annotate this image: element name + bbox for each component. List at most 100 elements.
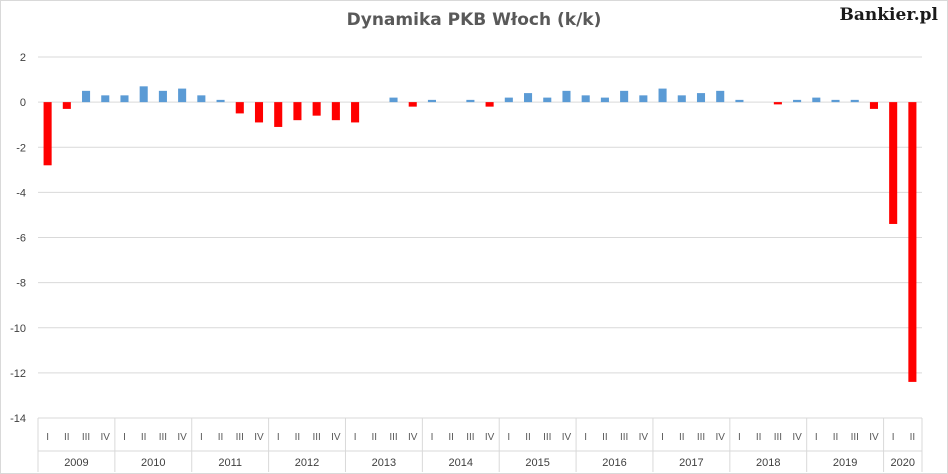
bar xyxy=(485,102,494,107)
x-tick-label: I xyxy=(661,432,664,443)
year-label: 2012 xyxy=(295,457,319,469)
year-label: 2010 xyxy=(141,457,165,469)
x-tick-label: II xyxy=(141,432,147,443)
year-label: 2019 xyxy=(833,457,857,469)
y-tick-label: -6 xyxy=(16,233,26,245)
x-tick-label: IV xyxy=(254,432,264,443)
bars xyxy=(43,86,917,382)
x-tick-label: I xyxy=(815,432,818,443)
year-label: 2011 xyxy=(218,457,242,469)
x-tick-label: II xyxy=(756,432,762,443)
x-tick-label: IV xyxy=(562,432,572,443)
bar xyxy=(120,95,129,103)
bar xyxy=(389,97,398,103)
bar xyxy=(812,97,821,103)
x-tick-label: II xyxy=(64,432,70,443)
x-tick-label: II xyxy=(602,432,608,443)
x-tick-label: IV xyxy=(408,432,418,443)
x-tick-label: IV xyxy=(639,432,649,443)
bar xyxy=(524,93,533,103)
bar xyxy=(351,102,360,123)
bar xyxy=(620,90,629,103)
bar xyxy=(716,90,725,103)
y-tick-label: -2 xyxy=(16,142,26,154)
x-tick-label: IV xyxy=(485,432,495,443)
x-tick-label: I xyxy=(354,432,357,443)
year-label: 2016 xyxy=(602,457,626,469)
bar xyxy=(466,99,475,103)
x-tick-label: II xyxy=(833,432,839,443)
bar xyxy=(178,88,187,103)
x-tick-label: II xyxy=(295,432,301,443)
x-tick-label: II xyxy=(679,432,685,443)
year-label: 2017 xyxy=(679,457,703,469)
y-tick-label: 0 xyxy=(20,97,26,109)
x-tick-label: IV xyxy=(177,432,187,443)
bar xyxy=(43,102,52,166)
x-tick-label: III xyxy=(236,432,244,443)
x-tick-label: III xyxy=(851,432,859,443)
bar xyxy=(504,97,513,103)
bar xyxy=(696,93,706,103)
bar xyxy=(889,102,898,224)
x-tick-label: IV xyxy=(715,432,725,443)
y-tick-label: -14 xyxy=(10,413,26,425)
y-tick-label: -4 xyxy=(16,187,26,199)
year-label: 2014 xyxy=(449,457,473,469)
bar xyxy=(82,90,91,103)
bar xyxy=(600,97,609,103)
x-tick-label: II xyxy=(218,432,224,443)
bar xyxy=(908,102,917,382)
bar xyxy=(427,99,436,103)
bar xyxy=(850,99,859,103)
x-tick-label: III xyxy=(774,432,782,443)
x-tick-label: III xyxy=(82,432,90,443)
bar xyxy=(235,102,244,114)
bar xyxy=(543,97,552,103)
y-axis: 2 0 -2 -4 -6 -8 -10 -12 -14 xyxy=(10,52,26,425)
bar xyxy=(831,99,840,103)
bar xyxy=(869,102,878,109)
bar xyxy=(158,90,167,103)
bar xyxy=(773,102,782,105)
x-tick-label: I xyxy=(46,432,49,443)
bar xyxy=(562,90,571,103)
brand-logo: Bankier.pl xyxy=(839,5,938,25)
x-tick-label: I xyxy=(738,432,741,443)
x-tick-label: I xyxy=(507,432,510,443)
bar xyxy=(658,88,667,103)
year-label: 2013 xyxy=(372,457,396,469)
bar xyxy=(216,99,225,103)
x-tick-label: II xyxy=(372,432,378,443)
x-tick-label: III xyxy=(543,432,551,443)
y-tick-label: -8 xyxy=(16,278,26,290)
bar xyxy=(62,102,71,109)
x-tick-label: IV xyxy=(331,432,341,443)
year-label: 2009 xyxy=(64,457,88,469)
bar xyxy=(408,102,417,107)
y-tick-label: -10 xyxy=(10,323,26,335)
x-tick-label: I xyxy=(200,432,203,443)
bar xyxy=(677,95,686,103)
x-tick-label: I xyxy=(277,432,280,443)
x-tick-label: IV xyxy=(792,432,802,443)
x-tick-label: III xyxy=(389,432,397,443)
year-label: 2015 xyxy=(525,457,549,469)
chart-title: Dynamika PKB Włoch (k/k) xyxy=(346,10,602,30)
bar xyxy=(274,102,283,127)
bar xyxy=(197,95,206,103)
x-tick-label: I xyxy=(584,432,587,443)
x-tick-label: II xyxy=(448,432,454,443)
y-tick-label: 2 xyxy=(20,52,26,64)
bar xyxy=(139,86,148,103)
bar xyxy=(639,95,648,103)
bar xyxy=(254,102,264,123)
x-tick-label: II xyxy=(525,432,531,443)
bar xyxy=(735,99,744,103)
grid-lines xyxy=(38,56,922,419)
bar xyxy=(293,102,302,121)
x-tick-label: I xyxy=(892,432,895,443)
x-tick-label: IV xyxy=(101,432,111,443)
x-tick-label: II xyxy=(910,432,916,443)
